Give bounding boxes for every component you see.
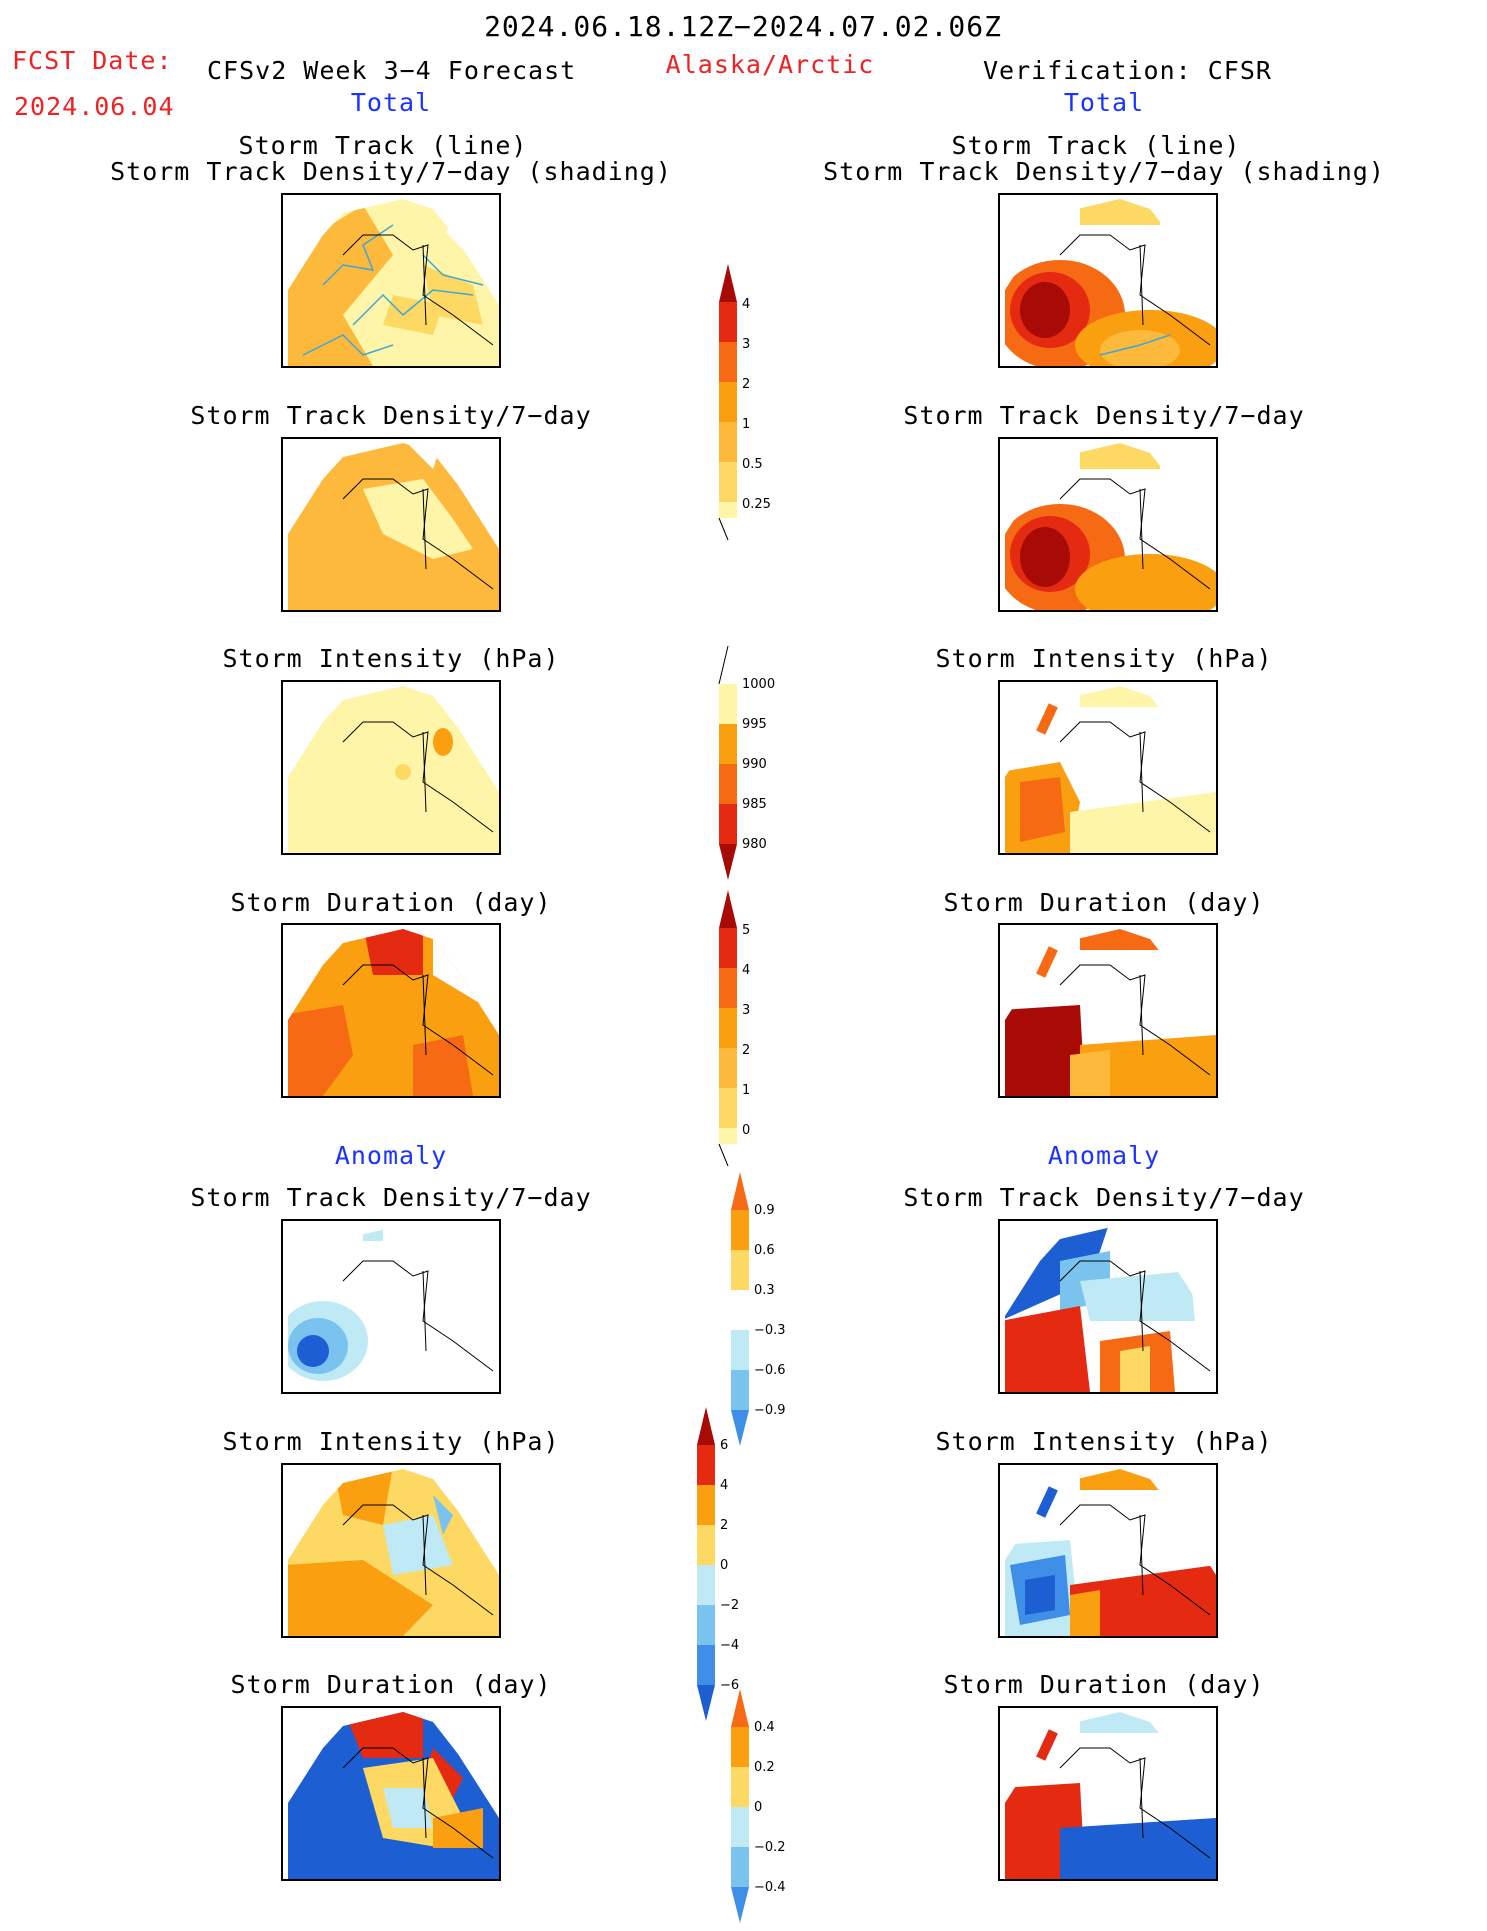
cbar-intensity-anom-label: 4 (720, 1478, 729, 1493)
colorbar-density-total: 4 3 2 1 0.5 0.25 (718, 262, 771, 546)
map-cfsr-intensity-anomaly (998, 1463, 1218, 1638)
cbar-duration-anom-label: 0 (754, 1800, 763, 1815)
title-intensity-left: Storm Intensity (hPa) (222, 644, 560, 673)
cbar-duration-total-label: 4 (742, 963, 751, 978)
forecast-period: 2024.06.18.12Z−2024.07.02.06Z (484, 10, 1002, 43)
map-cfsr-duration-anomaly (998, 1706, 1218, 1881)
cbar-duration-total-label: 2 (742, 1043, 751, 1058)
map-cfsr-density-anomaly (998, 1219, 1218, 1394)
title-intensity-anom-left: Storm Intensity (hPa) (222, 1427, 560, 1456)
right-total-label: Total (1063, 88, 1145, 117)
colorbar-intensity-anomaly: 6 4 2 0 −2 −4 −6 (696, 1405, 739, 1729)
cbar-duration-anom-label: 0.4 (754, 1720, 775, 1735)
map-cfsr-intensity-total (998, 680, 1218, 855)
cbar-density-anom-label: −0.9 (754, 1403, 786, 1418)
title-density-right: Storm Track Density/7−day (903, 401, 1305, 430)
cbar-duration-total-label: 5 (742, 923, 751, 938)
cbar-density-anom-label: −0.3 (754, 1323, 786, 1338)
region-label: Alaska/Arctic (665, 50, 875, 79)
cbar-density-anom-label: 0.9 (754, 1203, 775, 1218)
cbar-intensity-total-label: 980 (742, 837, 767, 852)
left-total-label: Total (350, 88, 432, 117)
title-intensity-right: Storm Intensity (hPa) (935, 644, 1273, 673)
cbar-density-total-label: 3 (742, 337, 751, 352)
cbar-intensity-anom-label: 6 (720, 1438, 729, 1453)
cbar-intensity-anom-label: 2 (720, 1518, 729, 1533)
cbar-density-anom-label: −0.6 (754, 1363, 786, 1378)
cbar-density-total-label: 1 (742, 417, 751, 432)
title-track-shading-right: Storm Track Density/7−day (shading) (823, 157, 1385, 186)
map-forecast-density-total (281, 437, 501, 612)
map-forecast-intensity-anomaly (281, 1463, 501, 1638)
cbar-density-anom-label: 0.3 (754, 1283, 775, 1298)
map-forecast-duration-total (281, 923, 501, 1098)
cbar-intensity-anom-label: −6 (720, 1678, 740, 1693)
cbar-density-total-label: 0.25 (742, 497, 771, 512)
title-duration-anom-left: Storm Duration (day) (230, 1670, 552, 1699)
map-cfsr-density-total (998, 437, 1218, 612)
cbar-duration-anom-label: −0.2 (754, 1840, 786, 1855)
cbar-duration-total-label: 3 (742, 1003, 751, 1018)
title-density-left: Storm Track Density/7−day (190, 401, 592, 430)
left-anomaly-label: Anomaly (334, 1141, 448, 1170)
cbar-density-total-label: 0.5 (742, 457, 763, 472)
title-track-shading-left: Storm Track Density/7−day (shading) (110, 157, 672, 186)
cbar-duration-total-label: 1 (742, 1083, 751, 1098)
map-forecast-intensity-total (281, 680, 501, 855)
map-cfsr-duration-total (998, 923, 1218, 1098)
cbar-duration-total-label: 0 (742, 1123, 751, 1138)
cbar-intensity-total-label: 995 (742, 717, 767, 732)
colorbar-intensity-total: 1000 995 990 985 980 (718, 644, 775, 888)
title-duration-left: Storm Duration (day) (230, 888, 552, 917)
title-density-anom-right: Storm Track Density/7−day (903, 1183, 1305, 1212)
cbar-intensity-anom-label: −2 (720, 1598, 740, 1613)
cbar-density-total-label: 2 (742, 377, 751, 392)
cbar-intensity-total-label: 985 (742, 797, 767, 812)
title-duration-anom-right: Storm Duration (day) (943, 1670, 1265, 1699)
colorbar-density-anomaly: 0.9 0.6 0.3 −0.3 −0.6 −0.9 (730, 1170, 786, 1454)
cbar-density-total-label: 4 (742, 297, 751, 312)
map-forecast-density-anomaly (281, 1219, 501, 1394)
title-density-anom-left: Storm Track Density/7−day (190, 1183, 592, 1212)
colorbar-duration-anomaly: 0.4 0.2 0 −0.2 −0.4 (730, 1687, 786, 1931)
title-intensity-anom-right: Storm Intensity (hPa) (935, 1427, 1273, 1456)
cbar-intensity-anom-label: −4 (720, 1638, 740, 1653)
cbar-density-anom-label: 0.6 (754, 1243, 775, 1258)
colorbar-duration-total: 5 4 3 2 1 0 (718, 888, 750, 1172)
cbar-intensity-anom-label: 0 (720, 1558, 729, 1573)
map-forecast-duration-anomaly (281, 1706, 501, 1881)
model-title: CFSv2 Week 3−4 Forecast (207, 56, 577, 85)
cbar-duration-anom-label: 0.2 (754, 1760, 775, 1775)
title-track-line-left: Storm Track (line) (238, 131, 528, 160)
cbar-intensity-total-label: 1000 (742, 677, 776, 692)
fcst-date-label: FCST Date: (12, 46, 173, 75)
title-duration-right: Storm Duration (day) (943, 888, 1265, 917)
cbar-duration-anom-label: −0.4 (754, 1880, 786, 1895)
map-forecast-track-total (281, 193, 501, 368)
fcst-date-value: 2024.06.04 (14, 92, 175, 121)
map-cfsr-track-total (998, 193, 1218, 368)
title-track-line-right: Storm Track (line) (951, 131, 1241, 160)
right-anomaly-label: Anomaly (1047, 1141, 1161, 1170)
verification-label: Verification: CFSR (983, 56, 1272, 85)
cbar-intensity-total-label: 990 (742, 757, 767, 772)
